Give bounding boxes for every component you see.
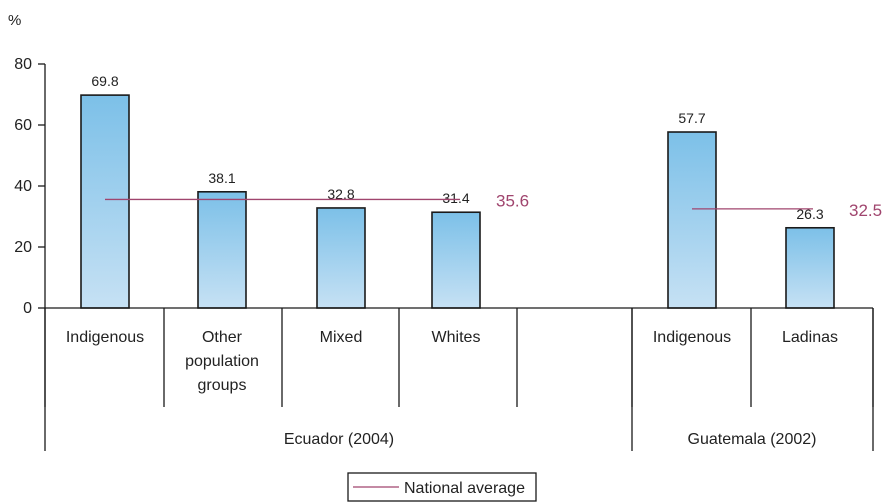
category-label: Indigenous: [66, 329, 144, 346]
y-tick-label: 40: [14, 178, 32, 195]
bar-value-label: 26.3: [796, 206, 823, 222]
y-tick-label: 80: [14, 56, 32, 73]
value-labels: 69.8 38.1 32.8 31.4 57.7 26.3: [91, 73, 823, 222]
bar: [197, 190, 247, 309]
y-axis: 0 20 40 60 80: [14, 56, 46, 317]
bar: [431, 211, 481, 309]
group-label: Ecuador (2004): [284, 431, 394, 448]
category-label: Indigenous: [653, 329, 731, 346]
bar-value-label: 57.7: [678, 110, 705, 126]
y-axis-unit-label: %: [8, 12, 21, 29]
y-tick-label: 0: [23, 300, 32, 317]
category-label: groups: [198, 377, 247, 394]
bar: [80, 94, 130, 309]
x-axis: Indigenous Other population groups Mixed Whit…: [44, 307, 874, 451]
national-average-value: 35.6: [496, 191, 529, 210]
category-label: Ladinas: [782, 329, 838, 346]
category-label: Other: [202, 329, 243, 346]
category-label: Whites: [432, 329, 481, 346]
y-tick-label: 60: [14, 117, 32, 134]
national-average-lines: 35.6 32.5: [105, 191, 882, 220]
bar: [316, 207, 366, 309]
bar: [667, 131, 717, 309]
bar-value-label: 38.1: [208, 170, 235, 186]
legend: National average: [347, 472, 537, 502]
category-label: population: [185, 353, 259, 370]
bar-value-label: 32.8: [327, 186, 354, 202]
bar: [785, 226, 835, 309]
national-average-value: 32.5: [849, 201, 882, 220]
group-label: Guatemala (2002): [688, 431, 817, 448]
bar-value-label: 31.4: [442, 190, 469, 206]
bar-value-label: 69.8: [91, 73, 118, 89]
category-label: Mixed: [320, 329, 363, 346]
legend-label: National average: [404, 480, 525, 497]
y-tick-label: 20: [14, 239, 32, 256]
bars: [80, 94, 835, 309]
